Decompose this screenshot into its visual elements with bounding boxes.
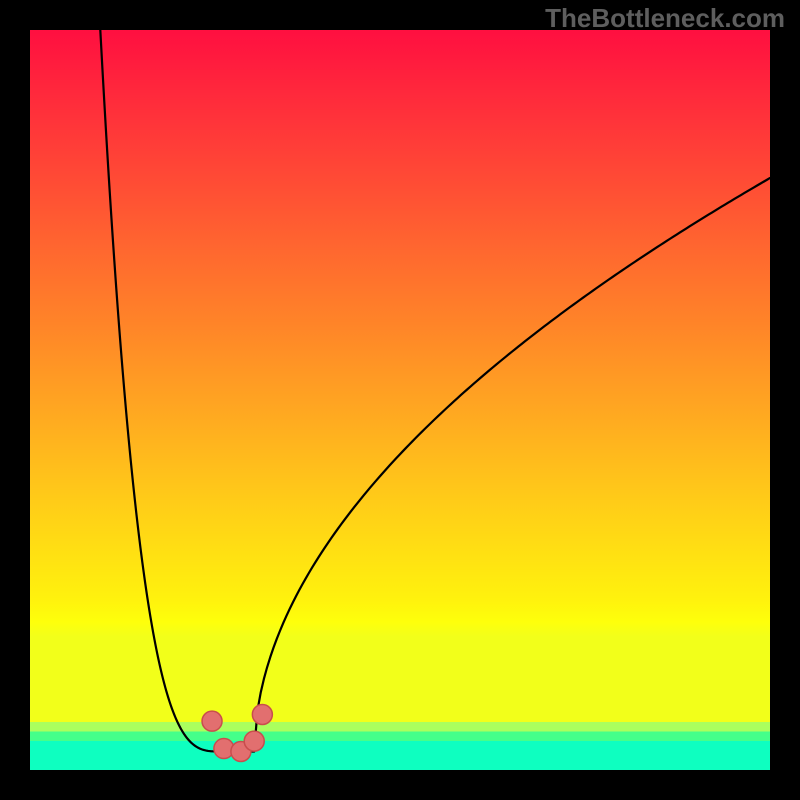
figure-canvas: TheBottleneck.com <box>0 0 800 800</box>
gradient-background <box>30 30 770 770</box>
watermark-text: TheBottleneck.com <box>545 3 785 34</box>
plot-area <box>30 30 770 770</box>
